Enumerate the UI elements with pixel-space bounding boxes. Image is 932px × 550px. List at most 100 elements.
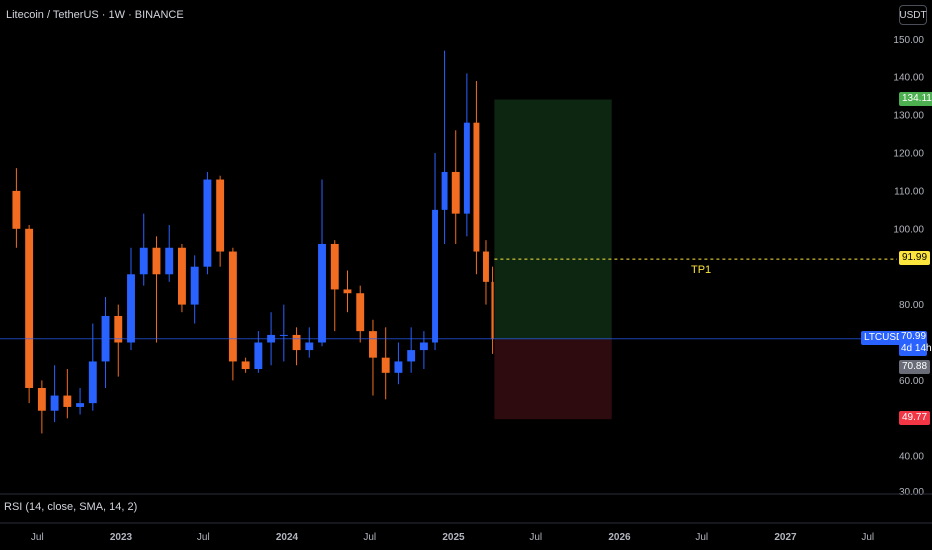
candle-body xyxy=(216,180,224,252)
time-tick: 2025 xyxy=(442,532,465,543)
candle-body xyxy=(127,274,135,342)
candle-body xyxy=(38,388,46,411)
candle xyxy=(203,172,211,274)
candle-body xyxy=(63,396,71,407)
candle xyxy=(242,358,250,373)
candle-body xyxy=(369,331,377,358)
candle xyxy=(331,240,339,331)
candle xyxy=(191,255,199,323)
candle xyxy=(356,286,364,343)
candle-body xyxy=(344,289,352,293)
candle xyxy=(407,327,415,372)
candle xyxy=(38,380,46,433)
candle-body xyxy=(165,248,173,275)
candle xyxy=(293,327,301,365)
candle-body xyxy=(293,335,301,350)
candle-body xyxy=(356,293,364,331)
candle xyxy=(452,130,460,244)
time-axis: Jul 2023 Jul 2024 Jul 2025 Jul 2026 Jul 2027 Jul xyxy=(31,532,874,543)
candle-body xyxy=(51,396,59,411)
price-tick: 120.00 xyxy=(893,149,924,160)
bar-countdown: 4d 14h xyxy=(901,343,925,355)
candle xyxy=(89,324,97,411)
candle-body xyxy=(452,172,460,214)
currency-button[interactable]: USDT xyxy=(899,5,927,25)
candle xyxy=(369,320,377,396)
candle-body xyxy=(25,229,33,388)
last-price-value: 70.99 xyxy=(901,331,925,343)
price-tick: 40.00 xyxy=(899,452,924,463)
loss-zone xyxy=(494,339,611,419)
price-tick: 110.00 xyxy=(894,186,924,197)
price-tick: 150.00 xyxy=(893,35,924,46)
candle-body xyxy=(242,361,250,369)
candle xyxy=(153,236,161,342)
target-price-badge: 134.11 xyxy=(899,92,932,106)
candle xyxy=(229,248,237,381)
candle-body xyxy=(254,343,262,370)
candle-body xyxy=(331,244,339,289)
candle xyxy=(140,214,148,286)
time-tick: Jul xyxy=(529,532,542,543)
candle xyxy=(25,225,33,403)
candle xyxy=(178,244,186,312)
candle xyxy=(473,81,479,274)
candle-body xyxy=(76,403,84,407)
candle xyxy=(382,327,390,399)
price-tick: 60.00 xyxy=(899,376,924,387)
time-tick: Jul xyxy=(363,532,376,543)
candle-body xyxy=(432,210,438,343)
rsi-indicator-label[interactable]: RSI (14, close, SMA, 14, 2) xyxy=(4,501,137,513)
profit-zone xyxy=(494,100,611,340)
candle-body xyxy=(420,343,428,351)
candle-body xyxy=(483,252,489,282)
candle xyxy=(420,331,428,369)
candle-body xyxy=(473,123,479,252)
time-tick: Jul xyxy=(197,532,210,543)
candle-body xyxy=(178,248,186,305)
candle-body xyxy=(382,358,390,373)
time-tick: Jul xyxy=(861,532,874,543)
candle-body xyxy=(305,343,313,351)
position-zones xyxy=(494,100,611,420)
candle-body xyxy=(318,244,326,343)
stop-price-badge: 49.77 xyxy=(899,411,930,425)
candle xyxy=(483,240,489,304)
candle-body xyxy=(89,361,97,403)
candle-body xyxy=(140,248,148,275)
price-tick: 130.00 xyxy=(893,111,924,122)
time-tick: Jul xyxy=(695,532,708,543)
candle-body xyxy=(491,282,493,339)
rsi-axis-tick: 30.00 xyxy=(899,487,924,498)
candle-body xyxy=(464,123,470,214)
chart-title: Litecoin / TetherUS · 1W · BINANCE xyxy=(6,9,184,21)
candle xyxy=(114,305,122,377)
candle xyxy=(216,176,224,267)
price-tick: 100.00 xyxy=(893,224,924,235)
candle-body xyxy=(280,335,288,336)
close-price-badge: 70.88 xyxy=(899,360,930,374)
candle xyxy=(464,73,470,236)
candle xyxy=(165,225,173,282)
candle xyxy=(394,343,402,385)
candle-body xyxy=(442,172,448,210)
time-tick: 2023 xyxy=(110,532,133,543)
candle xyxy=(318,180,326,347)
candle xyxy=(280,305,288,362)
candle xyxy=(76,388,84,415)
price-tick: 80.00 xyxy=(899,300,924,311)
candle xyxy=(51,365,59,422)
price-tick: 140.00 xyxy=(893,73,924,84)
candle xyxy=(63,369,71,418)
time-tick: 2024 xyxy=(276,532,299,543)
candle xyxy=(12,168,20,248)
tp-level-badge: 91.99 xyxy=(899,251,930,265)
last-price-badge: 70.99 4d 14h xyxy=(899,331,927,356)
candle xyxy=(442,51,448,244)
tp1-label: TP1 xyxy=(691,264,711,276)
time-tick: 2027 xyxy=(774,532,797,543)
candle-body xyxy=(153,248,161,275)
candle-body xyxy=(229,252,237,362)
candle-body xyxy=(191,267,199,305)
